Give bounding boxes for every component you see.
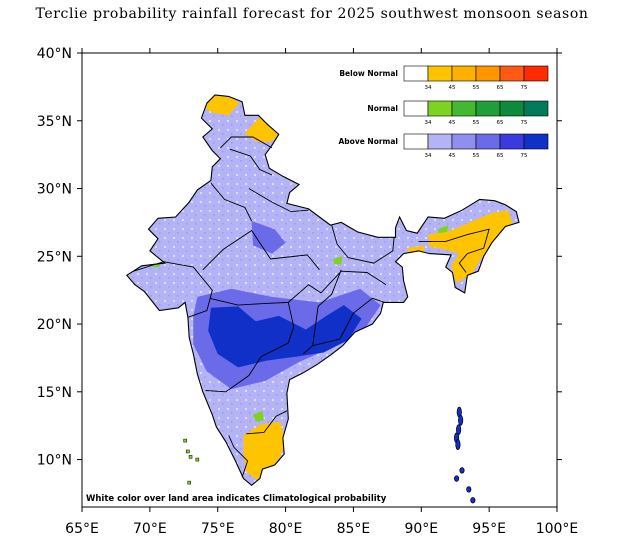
legend-tick-label: 75 xyxy=(521,153,528,159)
legend-swatch xyxy=(499,133,525,150)
legend-label: Above Normal xyxy=(339,137,399,146)
island-andaman-nicobar xyxy=(470,497,476,504)
y-tick-label: 40°N xyxy=(37,46,72,62)
below-normal-northeast xyxy=(428,210,514,284)
x-tick-label: 100°E xyxy=(536,521,579,537)
island-lakshadweep xyxy=(183,438,187,443)
chart-title: Terclie probability rainfall forecast fo… xyxy=(35,6,589,22)
state-boundary xyxy=(302,269,342,355)
legend-swatch xyxy=(475,133,501,150)
legend-swatch xyxy=(403,133,429,150)
legend-tick-label: 65 xyxy=(497,120,504,126)
legend-swatch xyxy=(523,133,549,150)
state-boundary xyxy=(210,182,253,222)
state-boundary xyxy=(418,228,490,273)
normal-tamilnadu-patch xyxy=(253,410,264,422)
island-lakshadweep xyxy=(195,457,200,462)
legend-tick-label: 65 xyxy=(497,153,504,159)
legend-swatch xyxy=(523,65,549,82)
island-andaman-nicobar xyxy=(459,467,465,474)
legend-swatch xyxy=(451,100,477,117)
y-tick-label: 30°N xyxy=(37,182,72,198)
x-tick-label: 75°E xyxy=(201,521,235,537)
x-tick-label: 65°E xyxy=(65,521,99,537)
legend-tick-label: 34 xyxy=(425,120,432,126)
state-boundary xyxy=(220,136,273,149)
legend-tick-label: 34 xyxy=(425,85,432,91)
above-normal-northcentral xyxy=(251,221,286,254)
legend-swatch xyxy=(475,100,501,117)
y-tick-label: 35°N xyxy=(37,114,72,130)
legend-tick-label: 55 xyxy=(473,85,480,91)
legend-swatch xyxy=(499,100,525,117)
state-boundary xyxy=(229,148,273,176)
state-boundary xyxy=(202,229,320,271)
below-normal-tamilnadu xyxy=(243,421,286,480)
legend-swatch xyxy=(451,65,477,82)
above-normal-core xyxy=(208,305,362,368)
legend-tick-label: 45 xyxy=(449,153,456,159)
legend-tick-label: 65 xyxy=(497,85,504,91)
legend-tick-label: 45 xyxy=(449,85,456,91)
legend-swatch xyxy=(427,100,453,117)
legend-label: Below Normal xyxy=(339,69,398,78)
legend-swatch xyxy=(427,65,453,82)
legend-swatch xyxy=(523,100,549,117)
legend-swatch xyxy=(475,65,501,82)
state-boundary xyxy=(248,188,309,213)
state-boundary xyxy=(288,270,387,303)
y-tick-label: 15°N xyxy=(37,385,72,401)
legend-label: Normal xyxy=(367,104,398,113)
island-andaman-nicobar xyxy=(454,475,460,482)
x-tick-label: 90°E xyxy=(404,521,438,537)
x-tick-label: 80°E xyxy=(269,521,303,537)
state-boundary xyxy=(246,410,288,435)
x-tick-label: 85°E xyxy=(337,521,371,537)
y-tick-label: 10°N xyxy=(37,453,72,469)
legend-tick-label: 45 xyxy=(449,120,456,126)
x-tick-label: 70°E xyxy=(133,521,167,537)
legend-swatch xyxy=(403,65,429,82)
y-tick-label: 25°N xyxy=(37,249,72,265)
legend-tick-label: 55 xyxy=(473,153,480,159)
legend-swatch xyxy=(499,65,525,82)
island-andaman-nicobar xyxy=(466,486,472,493)
state-boundary xyxy=(228,435,249,478)
legend-swatch xyxy=(403,100,429,117)
island-lakshadweep xyxy=(186,449,190,454)
state-boundary xyxy=(205,297,295,393)
legend-swatch xyxy=(427,133,453,150)
normal-ne-patch xyxy=(437,225,449,234)
island-andaman-nicobar xyxy=(455,439,461,451)
island-andaman-nicobar xyxy=(458,414,464,426)
state-boundary xyxy=(312,297,385,347)
y-tick-label: 20°N xyxy=(37,317,72,333)
island-lakshadweep xyxy=(187,480,191,485)
island-lakshadweep xyxy=(188,455,193,459)
legend-tick-label: 75 xyxy=(521,120,528,126)
normal-up-patch xyxy=(333,256,343,265)
legend-tick-label: 75 xyxy=(521,85,528,91)
legend-tick-label: 55 xyxy=(473,120,480,126)
x-tick-label: 95°E xyxy=(472,521,506,537)
india-outline xyxy=(125,94,520,487)
state-boundary xyxy=(133,261,213,318)
legend-tick-label: 34 xyxy=(425,153,432,159)
state-boundary xyxy=(331,224,395,264)
climatology-note: White color over land area indicates Cli… xyxy=(86,494,387,504)
legend-swatch xyxy=(451,133,477,150)
